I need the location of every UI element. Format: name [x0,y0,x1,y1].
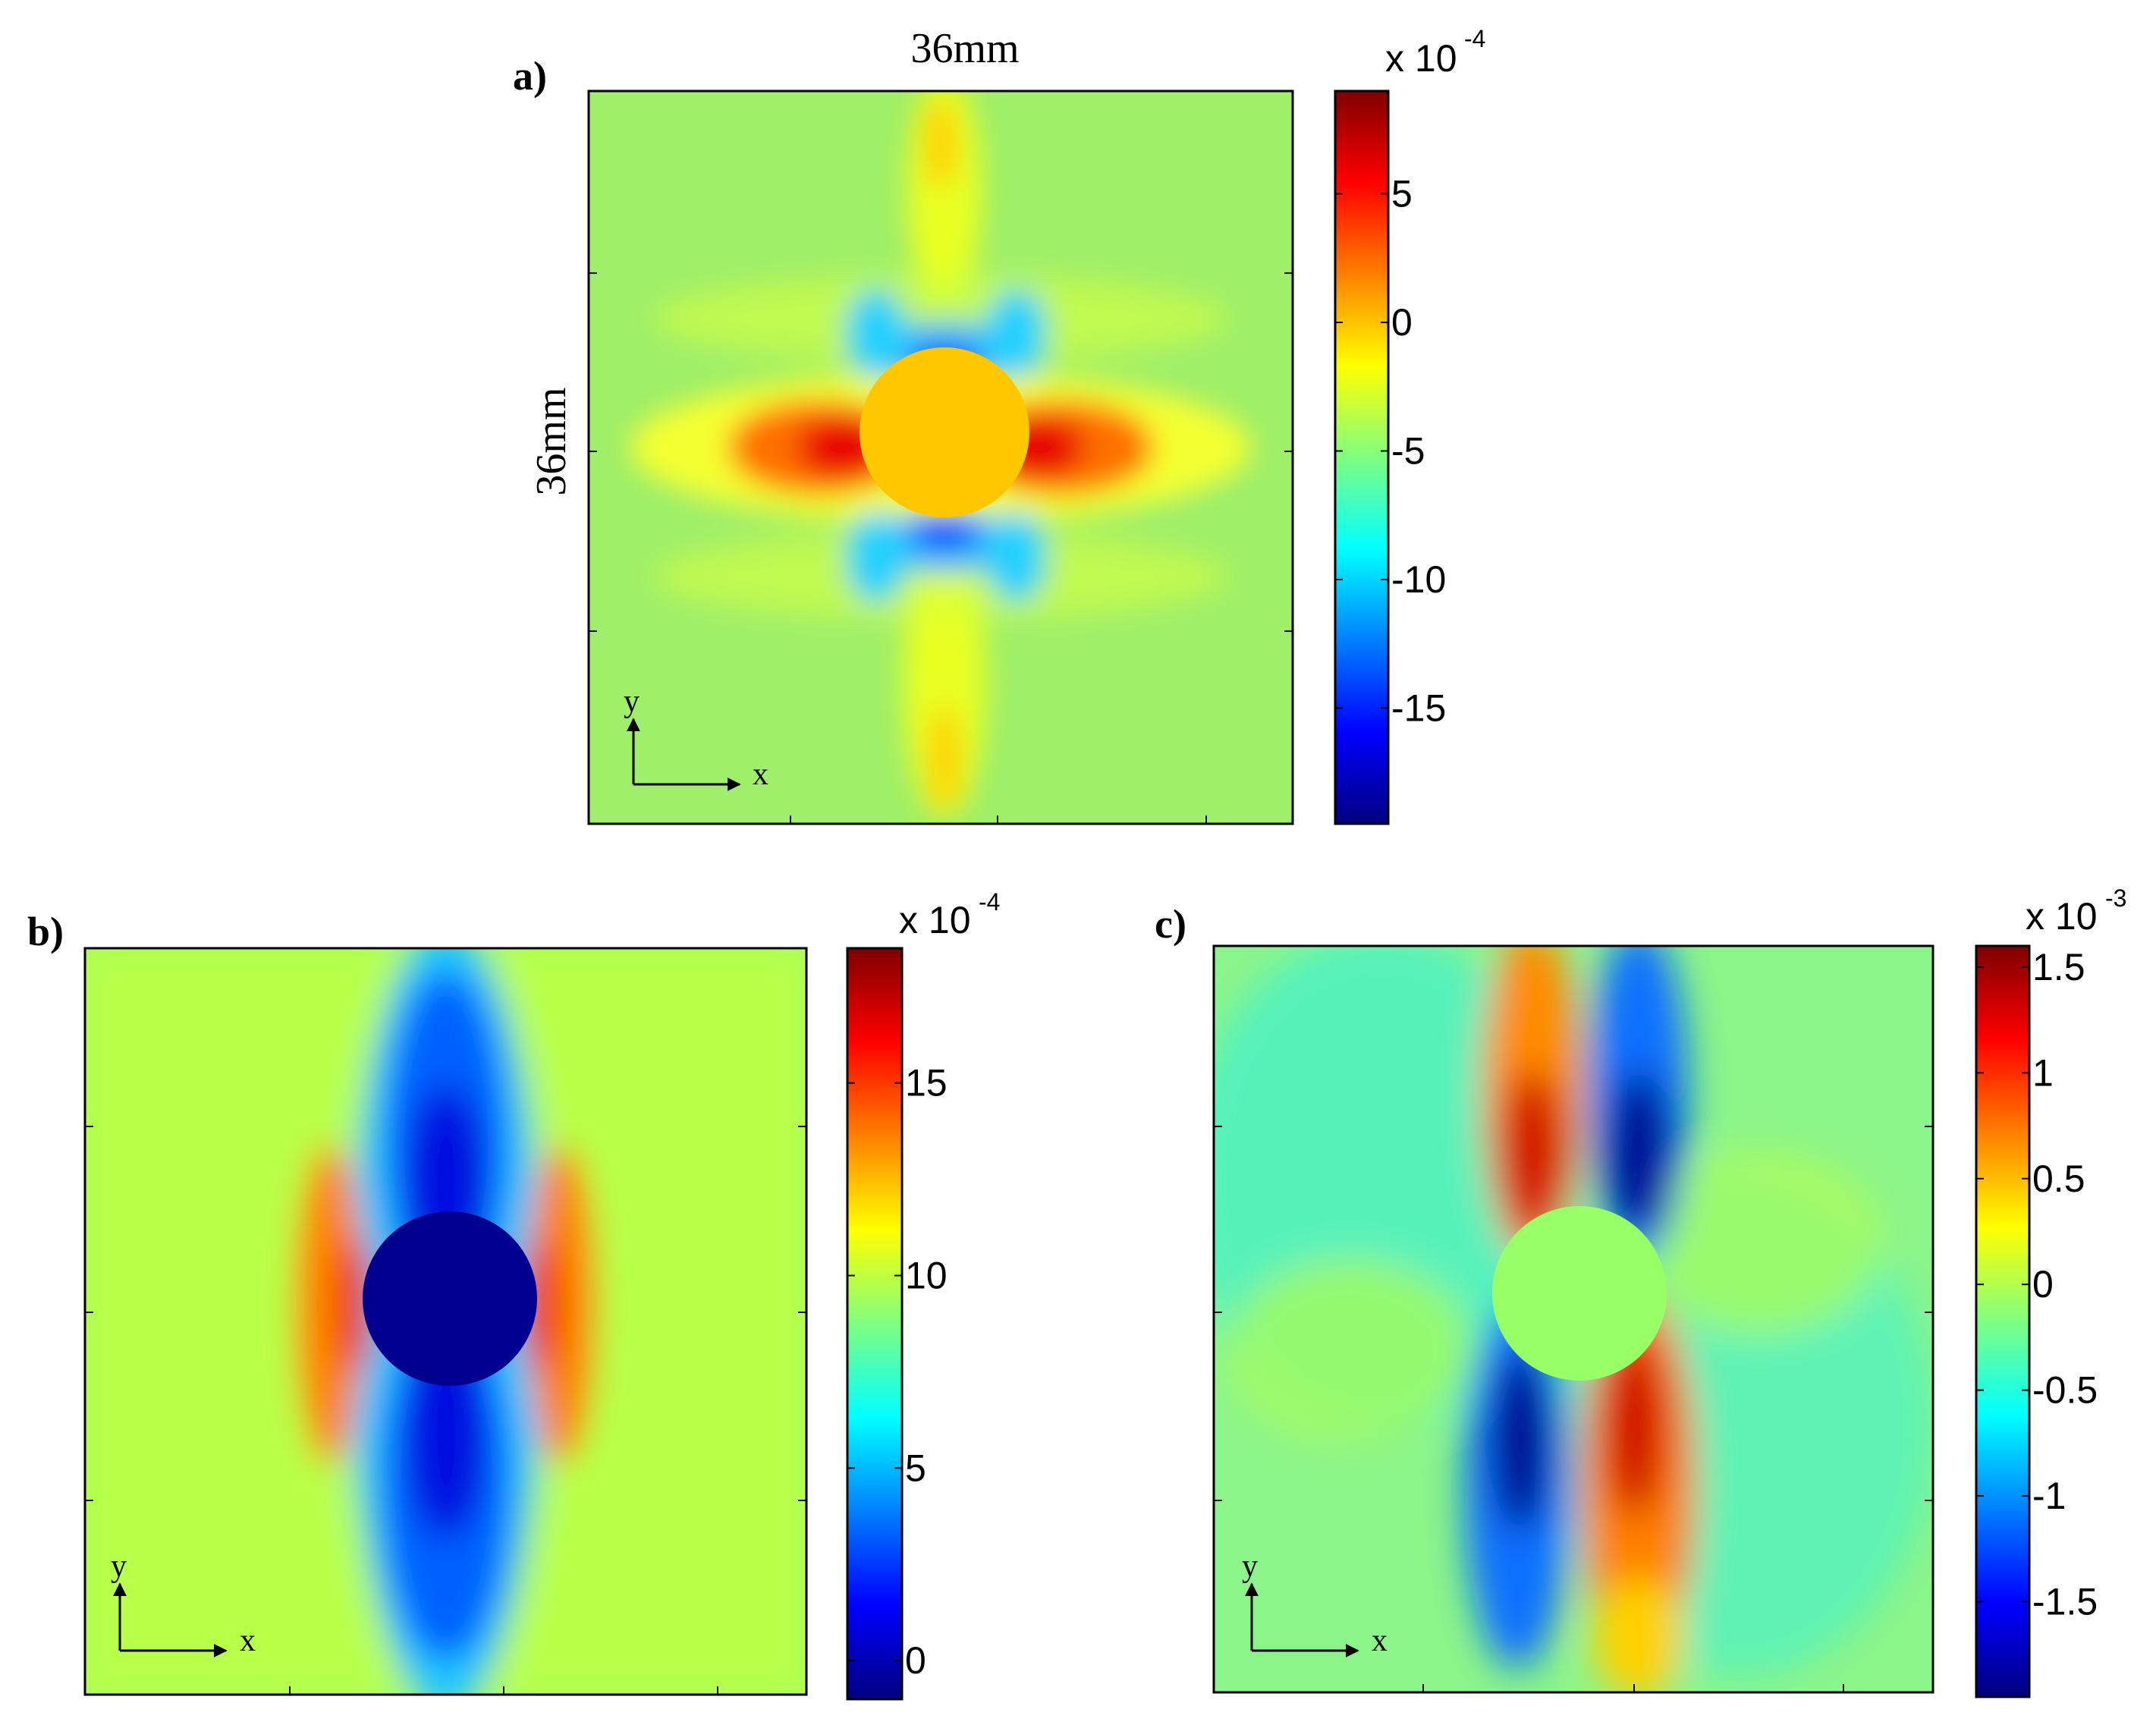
colorbar-tick-label: 5 [1391,173,1413,215]
panel-a-height-label: 36mm [528,387,575,495]
panel-b: b) y [27,888,1000,1701]
colorbar-tick-label: -1 [2032,1475,2066,1517]
colorbar-tick-label: -5 [1391,430,1425,473]
colorbar-tick-label: 1.5 [2032,946,2085,988]
panel-c-x-letter: x [1372,1623,1388,1658]
colorbar-tick-label: -10 [1391,558,1446,601]
panel-b-x-letter: x [240,1623,256,1658]
colorbar-tick-label: 1 [2032,1051,2054,1094]
panel-c-colorbar-multiplier: x 10 [2026,895,2098,938]
panel-b-label: b) [27,909,64,954]
panel-a-colorbar-multiplier: x 10 [1385,37,1457,80]
colorbar-tick-label: 5 [905,1447,926,1489]
panel-c-ticks [1214,1126,1933,1692]
panel-a-heatmap [589,91,1293,824]
colorbar-tick-label: -15 [1391,686,1446,729]
panel-a-hole [860,347,1029,517]
panel-b-colorbar-exponent: -4 [979,888,1000,916]
panel-c-heatmap [1214,946,1933,1692]
panel-a: a) 36mm 36mm [513,25,1485,825]
panel-b-ticks [85,1126,806,1695]
panel-c-y-letter: y [1242,1549,1258,1584]
panel-a-ticks [589,272,1293,824]
panel-b-colorbar-ticks: 15 10 5 0 [847,1062,948,1682]
panel-b-y-letter: y [111,1549,127,1584]
panel-c-colorbar-ticks: 1.5 1 0.5 0 -0.5 -1 -1.5 [1976,946,2098,1623]
panel-a-colorbar-exponent: -4 [1464,25,1485,52]
colorbar-tick-label: -0.5 [2032,1369,2098,1412]
panel-b-axis-indicator: y x [111,1549,256,1658]
colorbar-tick-label: 0 [905,1639,926,1682]
colorbar-tick-label: -1.5 [2032,1581,2098,1623]
panel-a-label: a) [513,53,547,99]
panel-a-x-letter: x [753,757,768,792]
panel-c-colorbar: x 10 -3 1.5 1 0.5 0 -0.5 -1 -1.5 [1975,884,2126,1698]
panel-b-heatmap [85,948,806,1695]
colorbar-tick-label: 15 [905,1062,948,1104]
panel-c: c) [1155,884,2126,1698]
panel-c-hole [1492,1206,1667,1381]
panel-b-hole [363,1211,537,1386]
panel-a-y-letter: y [624,684,640,719]
colorbar-tick-label: 10 [905,1255,948,1297]
panel-c-label: c) [1155,901,1186,947]
panel-c-axis-indicator: y x [1242,1549,1388,1658]
panel-a-width-label: 36mm [910,25,1019,72]
colorbar-tick-label: 0.5 [2032,1158,2085,1200]
panel-b-colorbar-multiplier: x 10 [899,899,971,941]
panel-c-colorbar-exponent: -3 [2105,884,2126,912]
panel-a-axis-indicator: y x [624,684,768,792]
panel-a-colorbar: x 10 -4 5 0 -5 -10 -15 [1334,25,1485,825]
panel-a-colorbar-ticks: 5 0 -5 -10 -15 [1335,173,1446,729]
panel-b-colorbar: x 10 -4 15 10 5 0 [846,888,1000,1701]
colorbar-tick-label: 0 [1391,301,1413,344]
colorbar-tick-label: 0 [2032,1263,2054,1305]
